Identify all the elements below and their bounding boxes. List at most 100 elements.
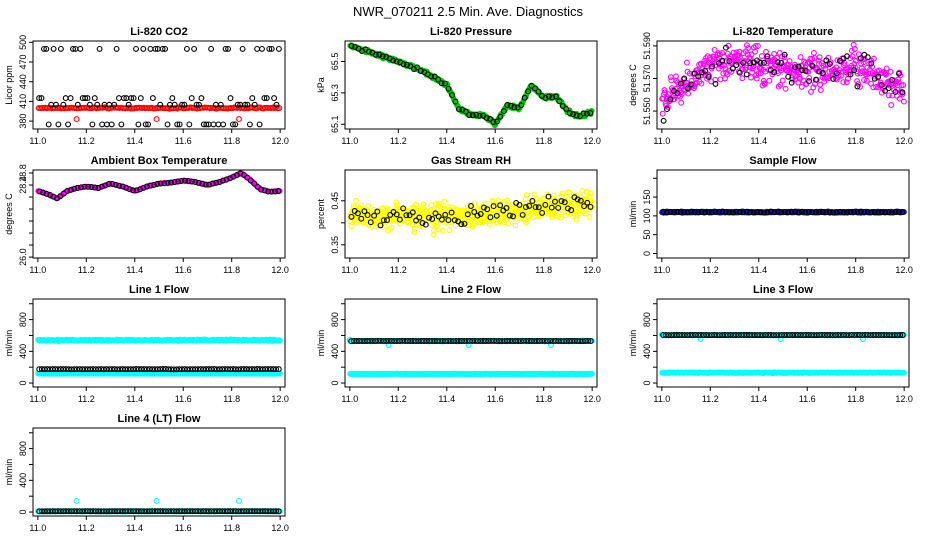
data-point [563,105,570,112]
data-point [383,54,390,60]
data-point [261,95,268,102]
data-point [268,45,275,52]
data-point [899,89,906,96]
data-point [695,73,702,80]
data-point [817,87,824,94]
data-point [65,121,72,128]
x-tick-label: 11.0 [341,394,358,404]
data-point [883,71,889,78]
data-point [764,53,771,60]
data-point [826,60,833,67]
data-point [789,76,796,83]
data-point [73,116,80,123]
data-point [174,121,181,128]
data-point [702,67,709,74]
data-point [792,64,799,71]
data-point [128,95,135,102]
x-tick-label: 11.6 [799,265,816,275]
data-point [275,45,282,52]
data-point [225,45,232,52]
data-point [518,102,525,109]
data-point [446,227,453,234]
data-point [135,121,142,128]
data-point [862,69,869,75]
data-point [887,68,894,75]
series-2 [348,42,594,125]
data-point [469,112,476,119]
data-point [36,95,43,102]
data-point [198,95,205,102]
data-point [103,121,110,128]
data-point [111,101,118,108]
series-1 [347,187,595,238]
x-tick-label: 11.0 [29,136,46,146]
data-point [147,45,154,52]
data-point [500,108,507,115]
data-point [900,98,907,105]
data-point [353,197,359,204]
x-tick-label: 12.0 [271,394,289,404]
data-point [733,62,740,68]
data-point [691,70,698,77]
data-point [251,101,258,108]
data-point [227,95,234,102]
x-tick-label: 11.0 [29,394,46,404]
data-point [229,121,236,128]
data-point [833,76,840,83]
data-point [504,102,511,108]
data-point [810,49,817,56]
y-tick-label: 150 [642,190,652,205]
data-point [82,95,89,102]
data-point [38,95,45,102]
data-point [445,85,452,92]
data-point [435,76,442,83]
data-point [570,111,577,118]
data-point [781,51,788,58]
data-point [512,222,519,229]
y-tick-label: 0.45 [330,192,340,210]
data-point [795,63,802,70]
y-axis-label: kPa [316,77,326,93]
data-point [726,58,733,65]
plot-frame [344,40,598,130]
data-point [169,95,176,102]
data-point [870,55,877,62]
data-point [266,45,273,52]
y-tick-label: 65.3 [330,84,340,102]
data-point [757,59,764,66]
data-point [232,121,239,128]
data-point [753,75,760,82]
x-tick-label: 11.0 [341,265,358,275]
y-axis-label: ml/min [628,330,638,357]
data-point [851,67,857,74]
data-point [847,71,854,78]
data-point [62,95,69,102]
x-tick-label: 11.8 [223,265,240,275]
data-point [236,116,242,123]
y-tick-label: 800 [18,312,28,327]
y-axis-label: degrees C [4,193,14,235]
data-point [785,73,792,80]
chart-title: Line 2 Flow [441,284,501,296]
data-point [86,101,93,108]
data-point [722,44,729,51]
data-point [490,119,497,125]
data-point [896,95,903,102]
data-point [208,45,215,52]
data-point [40,45,47,52]
data-point [420,201,427,208]
data-point [788,79,795,86]
data-point [743,42,750,49]
data-point [483,115,490,121]
data-point [857,55,864,62]
data-point [864,54,871,61]
x-tick-label: 12.0 [271,265,289,275]
data-point [449,92,455,99]
data-point [133,45,139,52]
data-point [705,73,712,80]
data-point [698,69,705,76]
data-point [215,121,222,128]
y-tick-label: 65.5 [330,53,340,71]
data-point [276,105,283,112]
y-tick-label: 0 [330,381,340,386]
